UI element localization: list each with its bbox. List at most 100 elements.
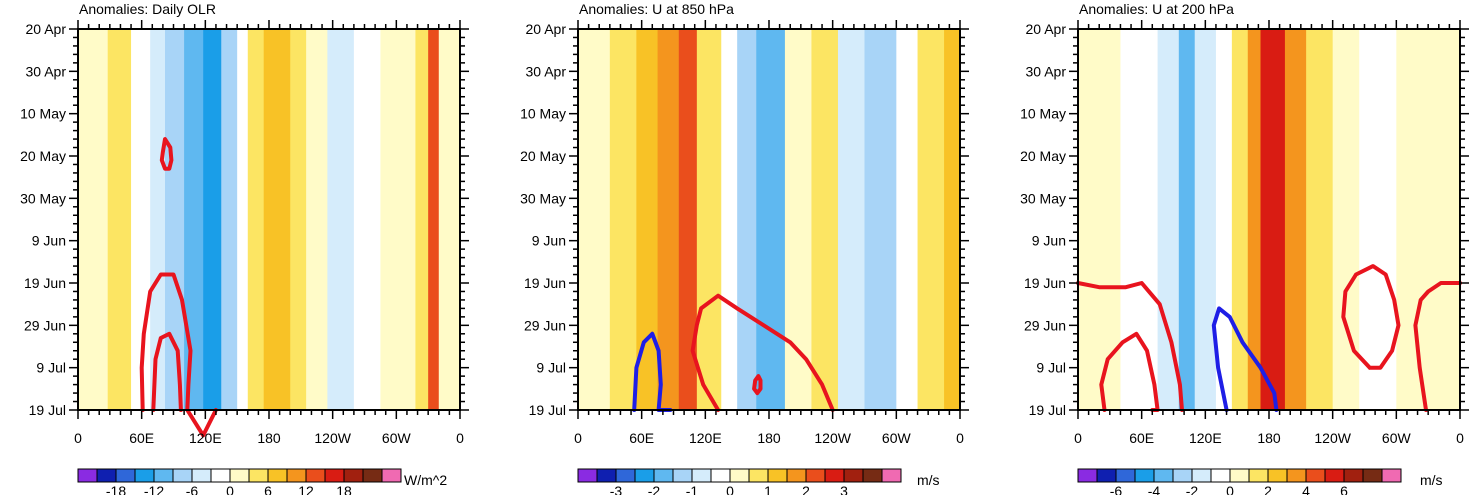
contour-line-blue: [632, 331, 673, 412]
y-tick-label: 30 May: [20, 190, 66, 206]
colorbar-cell: [1305, 468, 1326, 483]
field-stripe: [438, 29, 461, 410]
y-tick-label: 10 May: [520, 106, 566, 122]
colorbar-cell: [843, 468, 864, 483]
colorbar-label: 1: [764, 483, 772, 495]
colorbar-cell: [267, 468, 288, 483]
colorbar-cell: [767, 468, 788, 483]
colorbar-cell: [305, 468, 326, 483]
colorbar-cell: [824, 468, 845, 483]
colorbar-cell: [748, 468, 769, 483]
colorbar-cell: [1324, 468, 1345, 483]
colorbar-units: W/m^2: [404, 472, 448, 488]
field-stripe: [896, 29, 919, 410]
colorbar-cell: [1381, 468, 1402, 483]
y-tick-label: 19 Jul: [1029, 402, 1066, 418]
colorbar-cell: [710, 468, 731, 483]
y-tick-label: 19 Jun: [24, 275, 66, 291]
field-stripe: [415, 29, 429, 410]
x-tick-label: 60E: [1129, 430, 1154, 446]
field-stripe: [1157, 29, 1180, 410]
colorbar-label: 0: [1226, 483, 1234, 495]
olr-chart: 20 Apr 30 Apr 10 May 20 May 30 May 9 Jun 19 Ju…: [20, 20, 469, 495]
chart-title: Anomalies: Daily OLR: [79, 1, 216, 17]
contour-line-red: [1341, 264, 1401, 370]
field-stripe: [1306, 29, 1334, 410]
contour-line-red: [752, 374, 763, 396]
colorbar-cell: [805, 468, 826, 483]
contour-line-blue: [1211, 306, 1279, 412]
field-stripe: [107, 29, 132, 410]
y-tick-label: 19 Jun: [524, 275, 566, 291]
x-tick-label: 0: [1456, 430, 1464, 446]
y-tick-label: 9 Jun: [32, 233, 66, 249]
field-stripe: [1120, 29, 1159, 410]
colorbar-cell: [653, 468, 674, 483]
colorbar-cell: [324, 468, 345, 483]
field-stripe: [1428, 29, 1461, 410]
y-tick-label: 20 May: [20, 148, 66, 164]
y-tick-label: 30 Apr: [526, 63, 567, 79]
colorbar-cell: [786, 468, 807, 483]
y-tick-label: 30 May: [520, 190, 566, 206]
colorbar-cell: [1172, 468, 1193, 483]
field-stripe: [290, 29, 307, 410]
y-tick-label: 30 Apr: [1026, 63, 1067, 79]
u200-chart: 20 Apr 30 Apr 10 May 20 May 30 May 9 Jun 19 Ju…: [1020, 20, 1469, 495]
colorbar-cell: [210, 468, 231, 483]
field-stripe: [1247, 29, 1262, 410]
field-stripe: [756, 29, 786, 410]
colorbar-cell: [77, 468, 98, 483]
colorbar-label: 4: [1302, 483, 1310, 495]
field-stripe: [247, 29, 265, 410]
field-stripe: [306, 29, 328, 410]
field-stripe: [784, 29, 812, 410]
colorbar-cell: [1115, 468, 1136, 483]
colorbar-label: 18: [336, 483, 352, 495]
colorbar-label: -18: [106, 483, 126, 495]
colorbar-cell: [1153, 468, 1174, 483]
colorbar-cell: [1096, 468, 1117, 483]
field-stripe: [737, 29, 757, 410]
field-stripe: [636, 29, 659, 410]
field-stripe: [696, 29, 722, 410]
field-stripe: [1260, 29, 1286, 410]
x-tick-label: 180: [757, 430, 781, 446]
y-tick-label: 9 Jul: [36, 360, 66, 376]
contour-line-red: [1413, 281, 1462, 412]
colorbar-label: -1: [686, 483, 699, 495]
x-tick-label: 120W: [1314, 430, 1351, 446]
y-tick-label: 20 May: [1020, 148, 1066, 164]
field-stripe: [1078, 29, 1121, 410]
x-tick-label: 60W: [1382, 430, 1412, 446]
colorbar-cell: [1286, 468, 1307, 483]
y-tick-label: 20 Apr: [26, 21, 67, 37]
colorbar-label: -2: [1186, 483, 1199, 495]
field-stripe: [184, 29, 204, 410]
colorbar-label: 6: [1340, 483, 1348, 495]
field-stripe: [353, 29, 381, 410]
x-tick-label: 0: [1074, 430, 1082, 446]
field-stripe: [1396, 29, 1429, 410]
field-stripe: [811, 29, 839, 410]
colorbar-cell: [1229, 468, 1250, 483]
colorbar-cell: [1362, 468, 1383, 483]
colorbar-cell: [115, 468, 136, 483]
colorbar-label: 0: [726, 483, 734, 495]
colorbar-label: 2: [1264, 483, 1272, 495]
x-tick-label: 60W: [382, 430, 412, 446]
colorbar-cell: [634, 468, 655, 483]
colorbar-label: -2: [648, 483, 661, 495]
colorbar-label: -6: [186, 483, 199, 495]
x-tick-label: 0: [574, 430, 582, 446]
y-tick-label: 29 Jun: [524, 317, 566, 333]
contour-line-red: [159, 137, 174, 171]
field-stripe: [944, 29, 961, 410]
colorbar-cell: [153, 468, 174, 483]
colorbar-cell: [1134, 468, 1155, 483]
y-tick-label: 9 Jun: [532, 233, 566, 249]
colorbar-label: -4: [1148, 483, 1161, 495]
field-stripe: [1284, 29, 1307, 410]
colorbar-cell: [343, 468, 364, 483]
